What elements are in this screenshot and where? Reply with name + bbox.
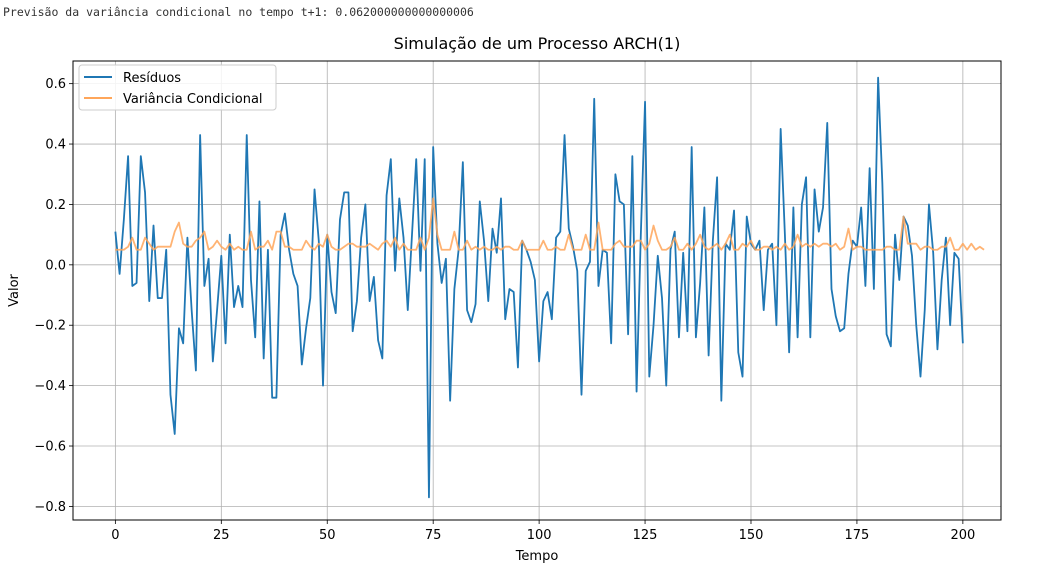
y-tick-label: 0.4 [45,138,66,153]
x-tick-label: 175 [845,528,870,543]
y-tick-label: −0.4 [34,379,66,394]
y-tick-label: −0.2 [34,319,66,334]
x-tick-label: 150 [739,528,764,543]
console-output-value: 0.062000000000000006 [335,5,474,19]
y-tick-label: −0.6 [34,440,66,455]
y-tick-label: 0.2 [45,198,66,213]
plot-frame [72,60,1002,521]
legend-entries: Resíduos Variância Condicional [84,71,263,107]
y-tick-label: 0.6 [45,77,66,92]
x-tick-label: 200 [950,528,975,543]
series-layer [114,76,985,499]
x-tick-label: 25 [213,528,230,543]
series-line-variancia-condicional [115,197,985,251]
chart-title: Simulação de um Processo ARCH(1) [394,34,681,53]
tick-layer: 0 25 50 75 100 125 150 175 200 −0.8 −0.6 −0.4 −0.2 0.… [34,77,975,543]
grid-layer [73,61,1001,520]
console-output: Previsão da variância condicional no tem… [3,5,474,19]
y-axis-label: Valor [7,273,22,306]
x-tick-label: 125 [633,528,658,543]
legend-box [78,64,277,111]
x-tick-label: 75 [425,528,442,543]
x-tick-label: 100 [527,528,552,543]
x-tick-label: 0 [111,528,119,543]
legend-label-residuos: Resíduos [123,71,181,86]
series-line-residuos [114,76,964,499]
y-tick-label: 0.0 [45,258,66,273]
x-axis-label: Tempo [515,549,559,563]
console-output-label: Previsão da variância condicional no tem… [3,5,329,19]
x-tick-label: 50 [319,528,336,543]
legend-label-variancia-condicional: Variância Condicional [123,92,263,107]
y-tick-label: −0.8 [34,500,66,515]
legend: Resíduos Variância Condicional [78,64,277,111]
